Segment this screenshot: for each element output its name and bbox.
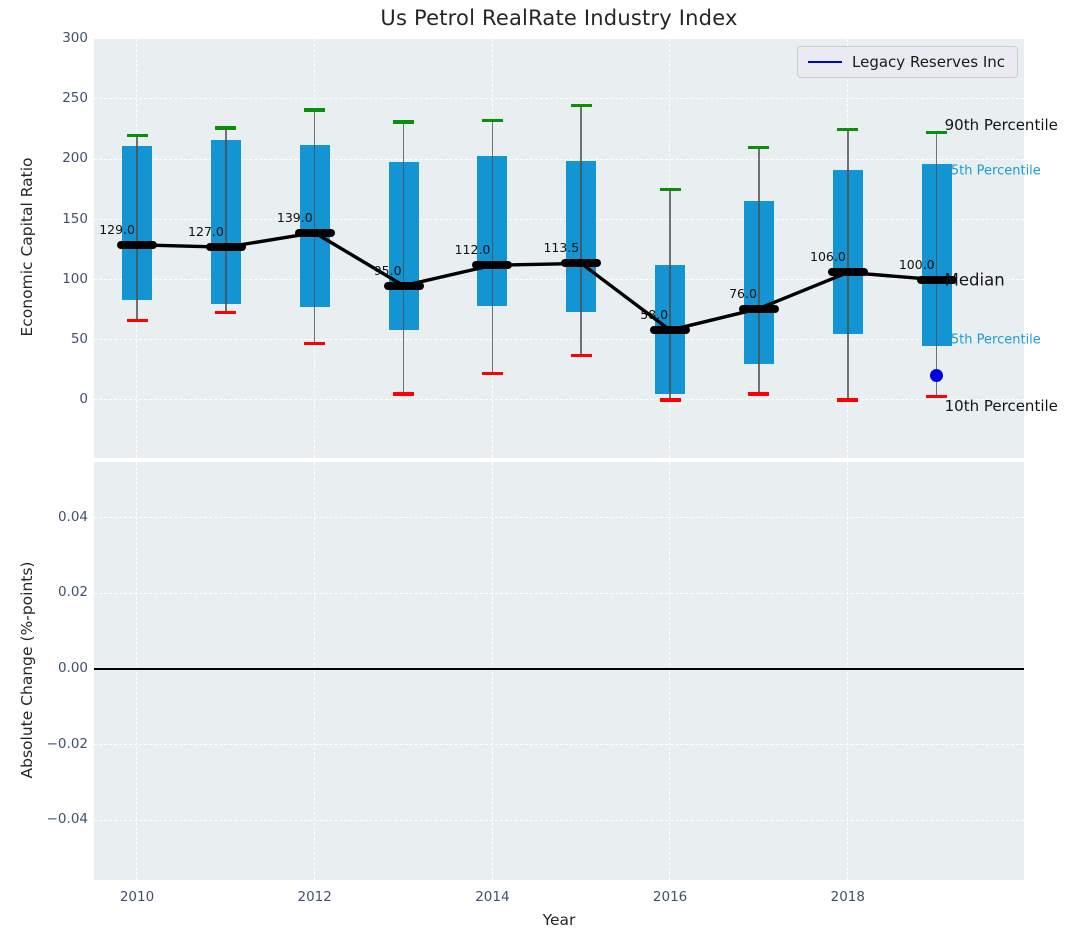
median-dash-2014 (472, 261, 513, 270)
cap-90th-2017 (748, 145, 770, 149)
legend: Legacy Reserves Inc (797, 46, 1018, 78)
cap-90th-2010 (126, 133, 148, 137)
cap-10th-2015 (570, 353, 592, 358)
median-value-label-2015: 113.5 (543, 240, 580, 256)
median-dash-2019 (916, 275, 957, 284)
median-dash-2016 (650, 326, 691, 335)
top-axes: 90th Percentile 75th Percentile Median 25th… (94, 39, 1058, 458)
x-tick-label: 2014 (475, 889, 510, 905)
bottom-y-tick-label: −0.04 (46, 811, 88, 828)
company-point (930, 369, 944, 383)
whisker-2015 (580, 105, 583, 356)
gridline-horizontal (94, 98, 1024, 100)
median-value-label-2017: 76.0 (729, 285, 757, 301)
top-y-tick-label: 0 (79, 391, 88, 407)
cap-90th-2013 (393, 120, 415, 124)
legend-label: Legacy Reserves Inc (852, 53, 1005, 71)
top-y-axis-label: Economic Capital Ratio (18, 157, 36, 337)
median-value-label-2010: 129.0 (99, 221, 135, 237)
median-dash-2011 (205, 243, 246, 252)
cap-10th-2017 (748, 392, 770, 396)
median-value-label-2012: 139.0 (276, 209, 313, 225)
cap-90th-2011 (215, 126, 237, 130)
median-dash-2010 (117, 240, 157, 249)
bottom-y-tick-label: −0.02 (46, 735, 88, 752)
whisker-2010 (136, 135, 138, 321)
median-value-label-2011: 127.0 (188, 224, 224, 240)
whisker-2018 (847, 129, 849, 400)
gridline-horizontal (94, 819, 1024, 821)
zero-line (94, 668, 1024, 670)
cap-10th-2013 (393, 392, 415, 396)
cap-90th-2014 (481, 119, 503, 123)
cap-10th-2016 (659, 398, 681, 402)
gridline-vertical (136, 462, 138, 880)
cap-90th-2018 (837, 127, 859, 131)
bottom-y-tick-label: 0.04 (57, 508, 88, 525)
cap-90th-2012 (304, 108, 326, 112)
median-line (136, 231, 937, 332)
cap-90th-2015 (570, 103, 592, 107)
top-y-tick-label: 200 (62, 150, 88, 167)
whisker-2012 (313, 109, 316, 344)
annotation-p90-percentile: 90th Percentile (944, 115, 1058, 134)
x-tick-label: 2018 (830, 889, 865, 905)
whisker-2019 (935, 132, 938, 397)
median-value-label-2018: 106.0 (810, 249, 846, 265)
cap-10th-2010 (126, 318, 148, 323)
whisker-2011 (225, 128, 227, 313)
x-tick-label: 2010 (119, 889, 155, 905)
cap-10th-2014 (481, 371, 503, 376)
cap-10th-2012 (304, 341, 326, 346)
gridline-horizontal (94, 158, 1024, 160)
gridline-horizontal (94, 278, 1024, 280)
top-y-tick-label: 150 (62, 210, 88, 227)
gridline-vertical (491, 462, 493, 880)
median-dash-2017 (738, 304, 779, 313)
gridline-horizontal (94, 743, 1024, 745)
gridline-vertical (313, 462, 315, 880)
chart-title: Us Petrol RealRate Industry Index (380, 6, 738, 30)
median-dash-2015 (561, 259, 602, 268)
gridline-vertical (847, 462, 849, 880)
whisker-2017 (758, 147, 760, 394)
median-value-label-2016: 58.0 (640, 307, 669, 323)
cap-90th-2019 (926, 131, 948, 135)
gridline-horizontal (94, 218, 1024, 220)
x-tick-label: 2016 (652, 889, 688, 905)
top-y-tick-label: 100 (62, 270, 88, 287)
median-value-label-2014: 112.0 (454, 242, 491, 258)
annotation-p25-percentile: 25th Percentile (942, 332, 1041, 348)
x-tick-label: 2012 (297, 889, 332, 905)
median-dash-2018 (827, 268, 868, 277)
median-dash-2012 (294, 228, 335, 237)
median-value-label-2013: 95.0 (373, 262, 402, 278)
bottom-axes (94, 462, 1024, 880)
median-value-label-2019: 100.0 (898, 256, 935, 272)
annotation-p75-percentile: 75th Percentile (942, 163, 1041, 179)
annotation-p10-percentile: 10th Percentile (944, 397, 1058, 416)
cap-10th-2019 (926, 394, 948, 398)
gridline-horizontal (94, 592, 1024, 594)
gridline-horizontal (94, 516, 1024, 518)
bottom-y-tick-label: 0.02 (57, 584, 88, 601)
whisker-2016 (669, 189, 671, 400)
x-axis-label: Year (542, 911, 576, 929)
whisker-2014 (491, 120, 494, 374)
top-y-tick-label: 300 (62, 30, 88, 46)
cap-90th-2016 (659, 187, 681, 191)
whisker-2013 (402, 122, 405, 394)
gridline-vertical (669, 462, 671, 880)
median-dash-2013 (383, 281, 424, 290)
cap-10th-2011 (215, 310, 237, 314)
legend-line-swatch (808, 61, 843, 63)
cap-10th-2018 (837, 398, 859, 402)
bottom-y-tick-label: 0.00 (57, 660, 88, 676)
annotation-median-percentile: Median (944, 270, 1005, 290)
top-y-tick-label: 250 (62, 90, 88, 107)
gridline-horizontal (94, 339, 1024, 341)
top-y-tick-label: 50 (70, 330, 88, 347)
gridline-horizontal (94, 399, 1024, 401)
